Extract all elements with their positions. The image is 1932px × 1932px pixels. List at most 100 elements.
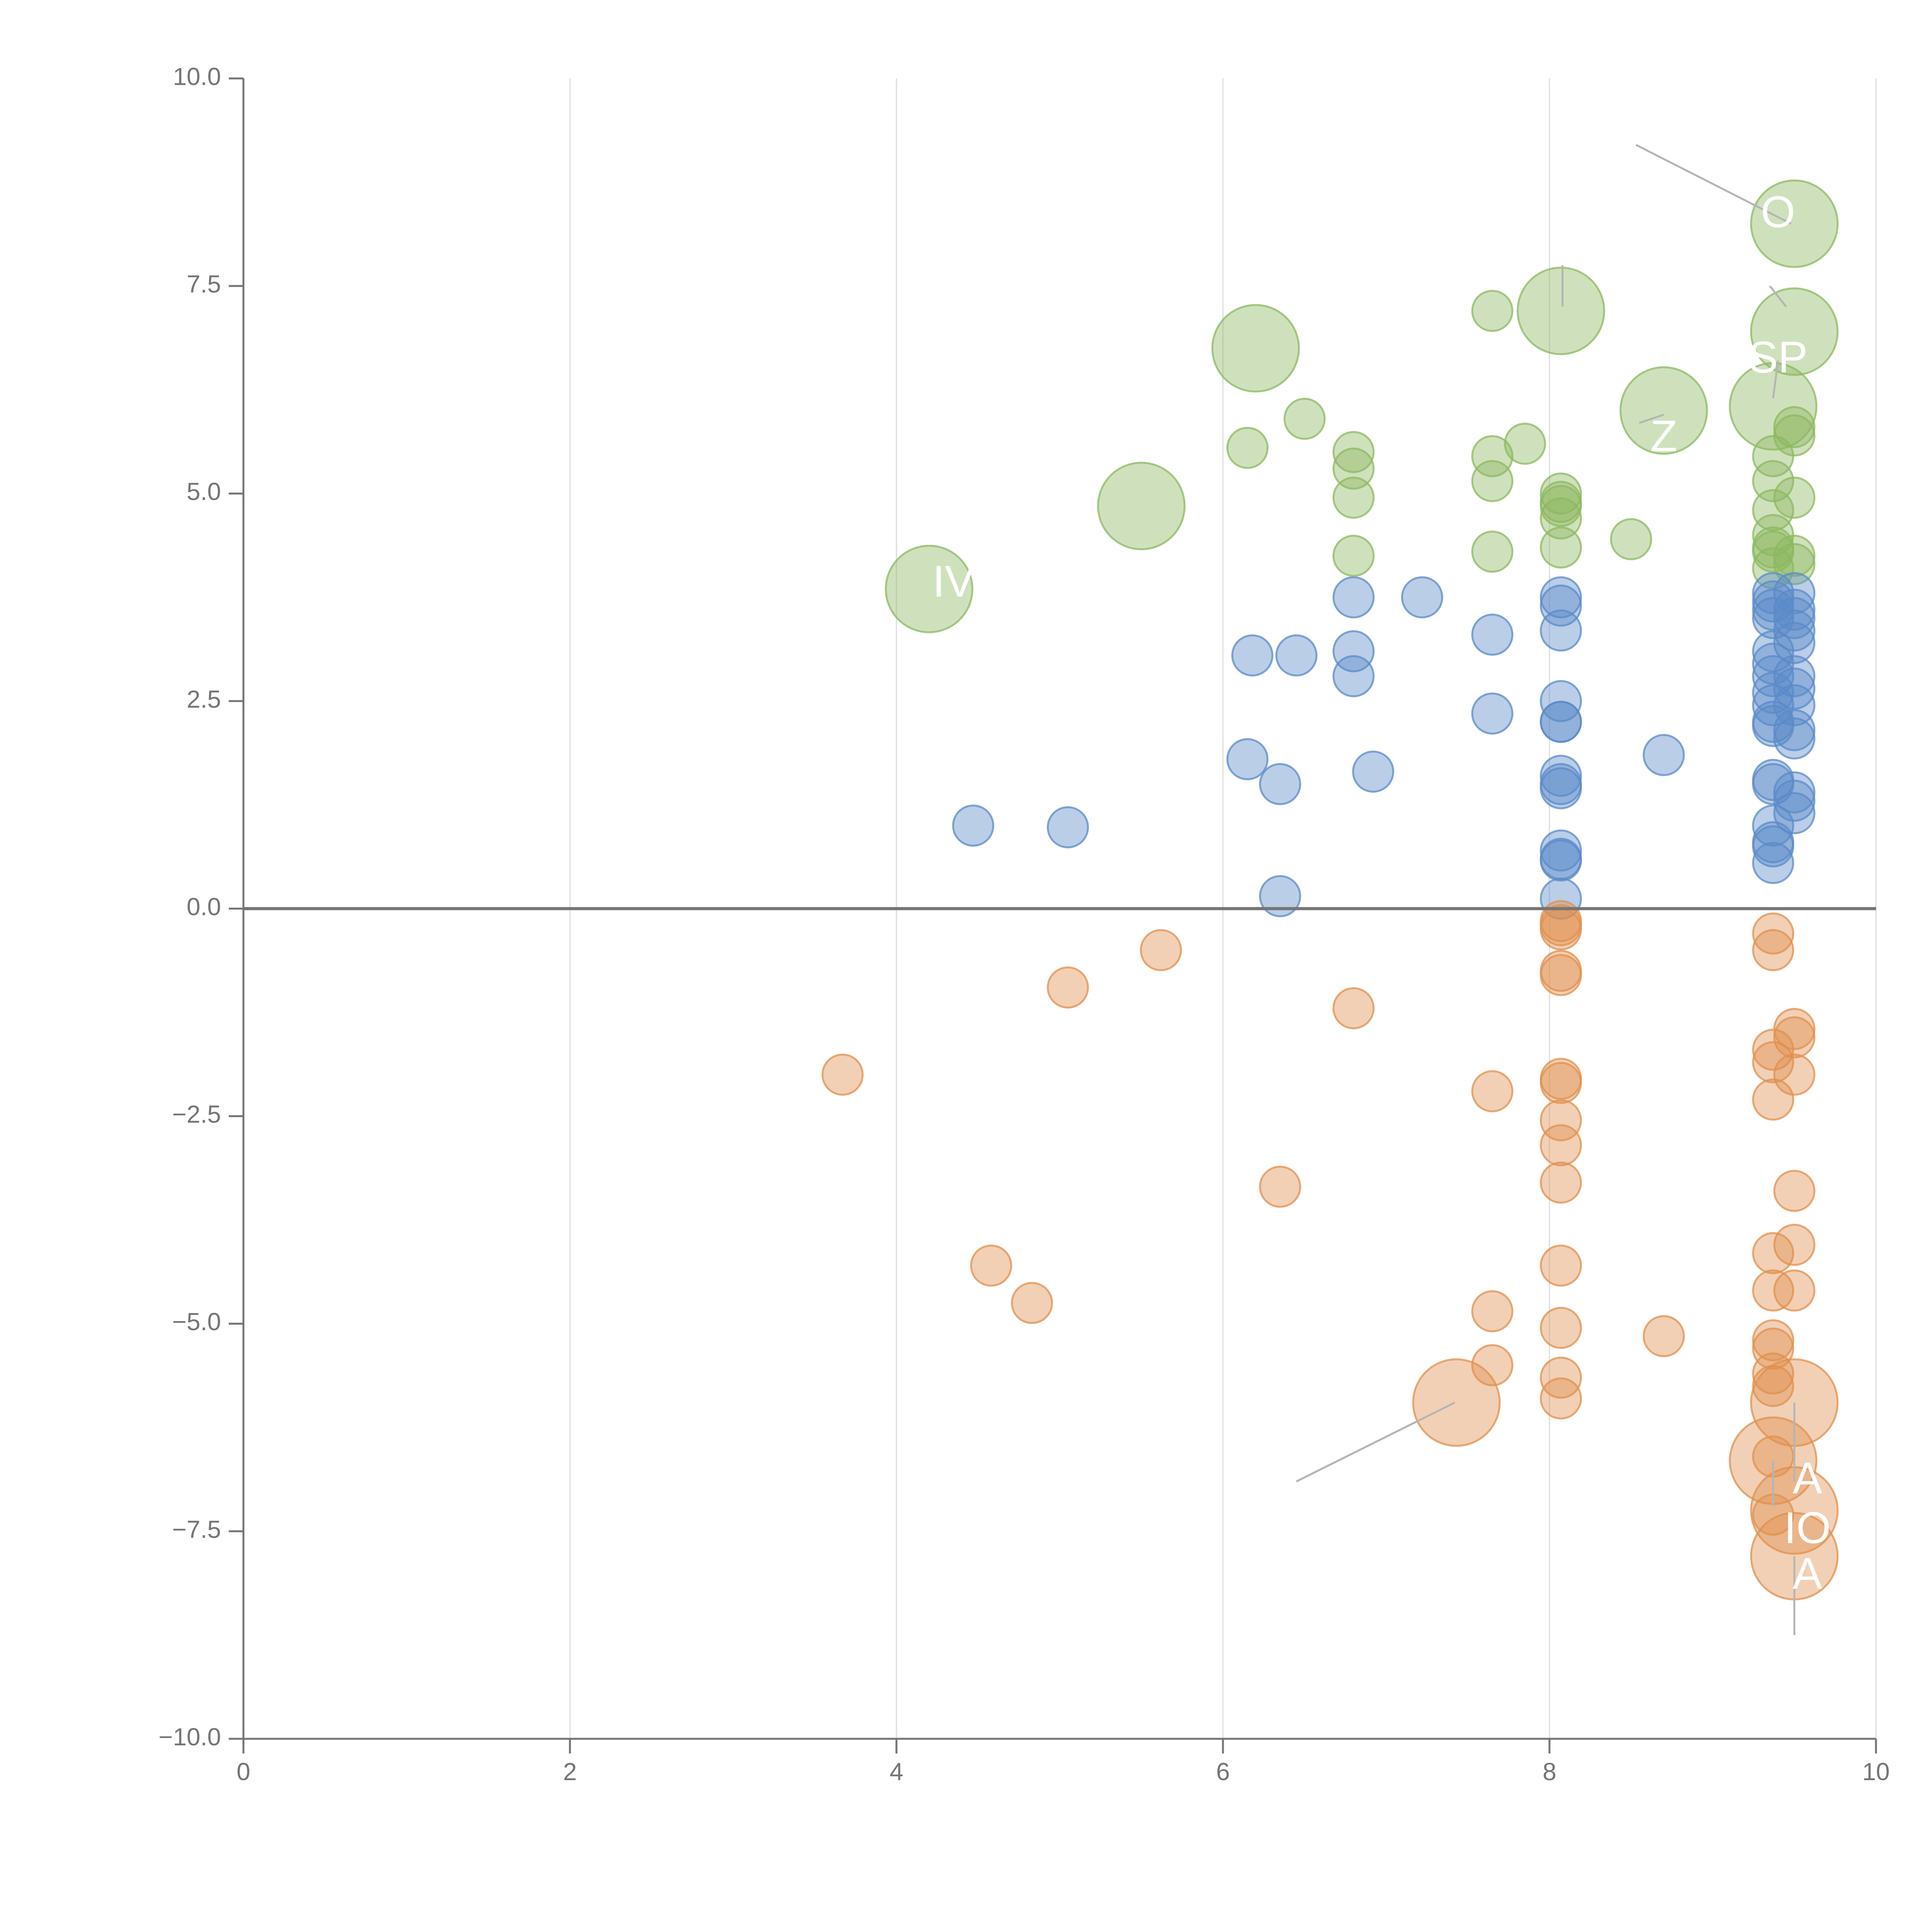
- data-point-orange: [1643, 1315, 1685, 1357]
- data-point-blue: [1773, 597, 1816, 639]
- data-point-green: [1097, 461, 1186, 550]
- y-tick-label: −10.0: [158, 1723, 221, 1751]
- data-point-green: [1283, 398, 1326, 440]
- data-point-blue: [1773, 655, 1816, 697]
- data-point-green: [1332, 534, 1375, 577]
- data-point-blue: [1471, 692, 1514, 735]
- data-point-blue: [1332, 576, 1375, 619]
- data-point-orange: [1773, 1053, 1816, 1096]
- data-point-green: [1471, 290, 1514, 332]
- data-point-orange: [1540, 1162, 1582, 1204]
- data-point-green: [1610, 518, 1652, 560]
- data-point-orange: [1752, 1041, 1794, 1083]
- data-point-green: [1471, 531, 1514, 573]
- point-label: O: [1761, 187, 1795, 237]
- data-point-blue: [1259, 763, 1301, 805]
- data-point-orange: [1540, 1099, 1582, 1141]
- data-point-orange: [1752, 1232, 1794, 1274]
- x-tick-label: 0: [236, 1758, 250, 1786]
- data-point-blue: [1773, 609, 1816, 652]
- y-tick-label: 0.0: [187, 893, 221, 920]
- data-point-orange: [1752, 1352, 1794, 1395]
- data-point-orange: [1752, 1269, 1794, 1312]
- y-tick-label: −7.5: [172, 1515, 221, 1543]
- y-tick-label: 7.5: [187, 270, 221, 298]
- data-point-blue: [1401, 576, 1443, 619]
- point-label: SP: [1748, 333, 1808, 382]
- data-point-green: [1750, 179, 1839, 268]
- data-point-green: [1729, 362, 1818, 451]
- data-point-blue: [1540, 767, 1582, 810]
- data-point-blue: [1540, 584, 1582, 627]
- data-point-orange: [1540, 1062, 1582, 1104]
- data-point-blue: [952, 804, 995, 847]
- data-point-orange: [1752, 1327, 1794, 1370]
- data-point-blue: [1352, 750, 1395, 793]
- data-point-blue: [1047, 806, 1089, 849]
- data-point-orange: [1471, 1070, 1514, 1112]
- data-point-orange: [1047, 966, 1089, 1009]
- y-tick-label: −2.5: [172, 1100, 221, 1128]
- leader-line: [1772, 361, 1779, 398]
- data-point-green: [1332, 447, 1375, 490]
- y-tick-label: −5.0: [172, 1308, 221, 1336]
- data-point-green: [885, 544, 973, 633]
- data-point-green: [1773, 414, 1816, 457]
- data-point-orange: [821, 1053, 864, 1096]
- point-label: IV: [933, 557, 975, 606]
- data-point-blue: [1773, 572, 1816, 614]
- data-point-green: [1471, 435, 1514, 478]
- data-point-orange: [1471, 1290, 1514, 1333]
- data-point-orange: [1412, 1358, 1501, 1447]
- data-point-orange: [1540, 1124, 1582, 1167]
- data-point-green: [1471, 460, 1514, 502]
- data-point-blue: [1540, 701, 1582, 743]
- data-point-green: [1750, 287, 1839, 376]
- data-point-blue: [1773, 667, 1816, 710]
- data-point-blue: [1259, 875, 1301, 917]
- data-point-orange: [1752, 929, 1794, 971]
- data-point-green: [1773, 543, 1816, 585]
- data-point-green: [1211, 304, 1300, 393]
- leader-lines: [1296, 144, 1796, 1635]
- leader-line: [1769, 285, 1787, 308]
- data-point-orange: [1540, 1244, 1582, 1287]
- data-point-blue: [1471, 613, 1514, 656]
- data-point-green: [1226, 427, 1269, 469]
- data-point-green: [1773, 476, 1816, 519]
- point-label: A: [1793, 1453, 1822, 1503]
- data-point-orange: [1332, 987, 1375, 1029]
- data-point-green: [1752, 460, 1794, 502]
- data-point-orange: [1540, 1306, 1582, 1349]
- leader-line: [1635, 144, 1792, 225]
- data-point-blue: [1773, 717, 1816, 760]
- y-tick-label: 5.0: [187, 478, 221, 505]
- y-tick-label: 2.5: [187, 685, 221, 713]
- data-point-blue: [1773, 792, 1816, 834]
- data-point-orange: [1540, 908, 1582, 951]
- data-point-blue: [1332, 630, 1375, 672]
- data-point-orange: [1540, 954, 1582, 996]
- data-point-orange: [1139, 929, 1182, 971]
- data-point-green: [1540, 526, 1582, 569]
- data-point-green: [1752, 547, 1794, 590]
- leader-line: [1639, 413, 1664, 424]
- data-point-blue: [1226, 738, 1269, 781]
- point-label: A: [1184, 495, 1213, 544]
- data-point-green: [1332, 431, 1375, 473]
- point-label: A: [1793, 1549, 1822, 1598]
- data-point-orange: [1773, 1016, 1816, 1059]
- data-point-green: [1517, 267, 1605, 355]
- data-point-green: [1540, 485, 1582, 527]
- axes: 0 2 4 6 8 10 −10.0 −7.5 −5.0 −2.5 0.0 2.5 5.0 7.5 10.0: [158, 63, 1890, 1786]
- data-point-blue: [1231, 634, 1274, 677]
- data-point-orange: [1259, 1165, 1301, 1208]
- point-label: Z: [1650, 412, 1677, 461]
- data-point-green: [1619, 366, 1708, 455]
- x-tick-label: 10: [1862, 1758, 1889, 1786]
- data-point-orange: [1773, 1224, 1816, 1266]
- data-point-orange: [1773, 1170, 1816, 1212]
- data-point-blue: [1752, 597, 1794, 639]
